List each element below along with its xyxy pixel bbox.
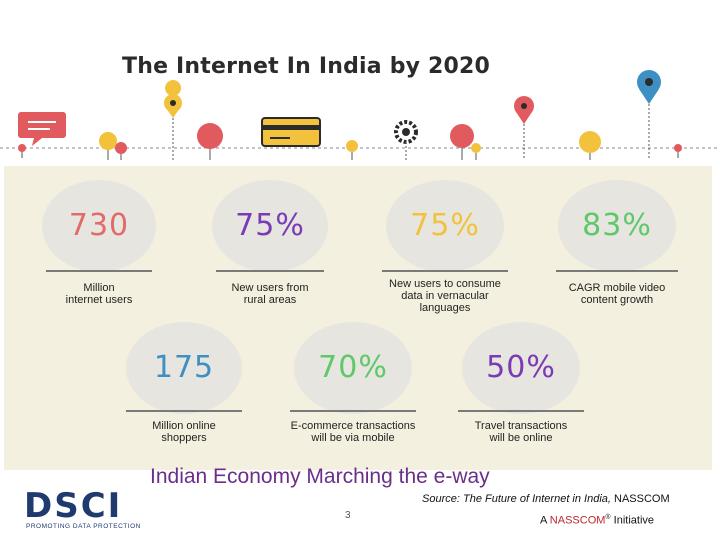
logo-tagline: PROMOTING DATA PROTECTION (26, 523, 141, 530)
stat-circle (558, 180, 676, 272)
stat-label-line: rural areas (243, 294, 297, 306)
stat-label-line: will be via mobile (311, 432, 395, 444)
stat-label-line: CAGR mobile video (568, 282, 666, 294)
stat-circle (42, 180, 156, 272)
tree-icon (346, 140, 358, 160)
stat-label-line: E-commerce transactions (290, 420, 416, 432)
stat-value: 730 (68, 208, 130, 243)
stat-label-line: Million (83, 282, 115, 294)
stat-value: 50% (486, 350, 556, 385)
stat-divider (382, 270, 508, 272)
registered-mark: ® (605, 514, 611, 521)
credit-card-icon (261, 117, 321, 147)
stat-label: Million internet users (24, 282, 174, 306)
location-pin-icon (514, 96, 534, 160)
stat-circle (294, 322, 412, 414)
stat-label-line: New users from (231, 282, 309, 294)
tree-icon (579, 131, 601, 160)
source-label: Source: (422, 493, 460, 505)
stat-label-line: New users to consume (389, 278, 501, 290)
stat-divider (556, 270, 678, 272)
stat-label-line: will be online (489, 432, 553, 444)
slide-heading: Indian Economy Marching the e-way (150, 465, 490, 488)
stat-divider (290, 410, 416, 412)
dsci-logo: DSCI PROMOTING DATA PROTECTION (24, 486, 144, 532)
stat-label: Million online shoppers (109, 420, 259, 444)
stat-label: Travel transactions will be online (446, 420, 596, 444)
tree-icon (450, 124, 474, 160)
location-pin-icon (637, 70, 661, 160)
stat-value: 70% (318, 350, 388, 385)
stat-circle (126, 322, 242, 414)
initiative-note: A NASSCOM® Initiative (540, 514, 654, 527)
page-number: 3 (345, 510, 351, 521)
stat-divider (126, 410, 242, 412)
decorative-icons (0, 70, 720, 160)
stat-divider (46, 270, 152, 272)
stat-divider (216, 270, 324, 272)
stat-label-line: languages (419, 302, 471, 314)
stat-label-line: internet users (65, 294, 133, 306)
tree-icon (197, 123, 223, 160)
initiative-brand: NASSCOM (549, 514, 606, 527)
stat-label: New users from rural areas (195, 282, 345, 306)
stat-label: New users to consume data in vernacular … (370, 278, 520, 314)
stat-label-line: shoppers (161, 432, 207, 444)
initiative-prefix: A (540, 514, 547, 527)
stat-label-line: content growth (580, 294, 654, 306)
stat-label-line: Travel transactions (474, 420, 568, 432)
stat-label: E-commerce transactions will be via mobi… (278, 420, 428, 444)
stat-label: CAGR mobile video content growth (542, 282, 692, 306)
small-pin-icon (18, 144, 26, 158)
location-pin-icon (164, 80, 182, 160)
source-title: The Future of Internet in India, (462, 493, 611, 505)
infographic-title: The Internet In India by 2020 (122, 54, 491, 79)
source-note: Source: The Future of Internet in India,… (422, 493, 670, 505)
gear-icon (394, 120, 418, 160)
stat-value: 75% (235, 208, 305, 243)
stat-circle (386, 180, 504, 272)
stat-circle (462, 322, 580, 414)
infographic: The Internet In India by 2020 (0, 54, 720, 470)
stat-value: 75% (410, 208, 480, 243)
small-pin-icon (674, 144, 682, 158)
tree-icon (471, 143, 481, 160)
stat-label-line: Million online (152, 420, 216, 432)
stat-divider (458, 410, 584, 412)
source-org: NASSCOM (614, 493, 670, 505)
stat-circle (212, 180, 328, 272)
logo-text: DSCI (24, 486, 123, 526)
tree-icon (115, 142, 127, 160)
initiative-suffix: Initiative (613, 514, 655, 527)
stat-value: 83% (582, 208, 652, 243)
stat-value: 175 (153, 350, 215, 385)
tree-icon (99, 132, 117, 160)
chat-bubble-icon (18, 112, 66, 146)
stat-label-line: data in vernacular (401, 290, 489, 302)
